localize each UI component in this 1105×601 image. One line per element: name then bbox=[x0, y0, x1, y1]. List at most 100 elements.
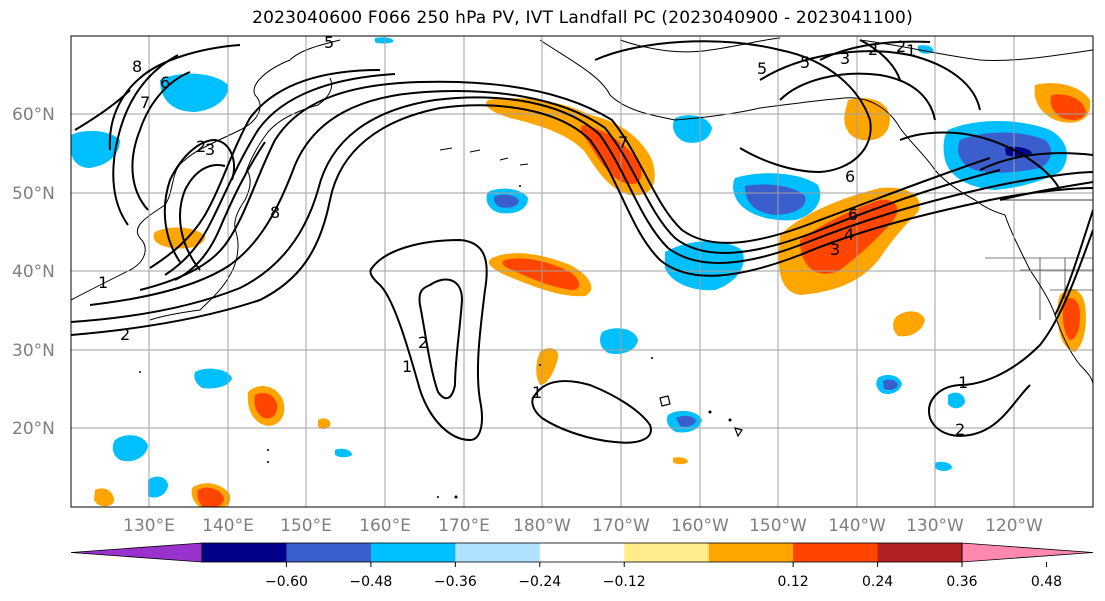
colorbar-segment bbox=[370, 543, 456, 562]
contour-label: 1 bbox=[532, 383, 542, 402]
colorbar-tick-label: 0.12 bbox=[778, 574, 809, 590]
map-frame bbox=[70, 35, 1094, 508]
contour-label: 3 bbox=[205, 140, 215, 159]
colorbar-segment bbox=[71, 543, 202, 562]
latitude-labels: 60°N 50°N 40°N 30°N 20°N bbox=[12, 105, 55, 439]
lon-label: 140°W bbox=[828, 516, 886, 536]
contour-label: 2 bbox=[896, 37, 906, 56]
colorbar-tick-label: −0.36 bbox=[434, 574, 477, 590]
longitude-labels: 130°E 140°E 150°E 160°E 170°E 180°W 170°… bbox=[123, 516, 1043, 536]
pv-contour-closed-midpacific-inner bbox=[418, 278, 464, 400]
contour-label: 1 bbox=[958, 373, 968, 392]
lon-label: 130°E bbox=[123, 516, 175, 536]
pv-contour-east-1 bbox=[928, 229, 1093, 437]
negative-anomaly-east-subtropic-core bbox=[883, 379, 898, 390]
negative-anomaly-alaska-panhandle-core bbox=[958, 132, 1052, 173]
lon-label: 150°W bbox=[749, 516, 807, 536]
contour-label: 1 bbox=[402, 357, 412, 376]
negative-anomaly-hawaii-core bbox=[676, 415, 696, 427]
contour-label: 1 bbox=[906, 41, 916, 60]
contour-label: 4 bbox=[844, 225, 854, 244]
positive-anomaly-bc bbox=[844, 98, 890, 141]
japan bbox=[149, 171, 251, 321]
colorbar-segment bbox=[624, 543, 710, 562]
pv-contours bbox=[71, 39, 1093, 444]
pv-contour-east-2 bbox=[1054, 209, 1093, 316]
lat-label: 50°N bbox=[12, 184, 55, 204]
contour-label: 2 bbox=[120, 325, 130, 344]
lon-label: 160°E bbox=[359, 516, 411, 536]
contour-label: 5 bbox=[324, 33, 334, 52]
positive-anomaly-small-4 bbox=[94, 488, 115, 507]
arctic-coast bbox=[619, 37, 1093, 62]
negative-anomaly-small-i bbox=[375, 37, 394, 44]
pv-contour-closed-midpacific bbox=[369, 238, 488, 442]
colorbar-segments bbox=[71, 543, 1093, 562]
contour-label: 8 bbox=[270, 203, 280, 222]
lat-label: 20°N bbox=[12, 419, 55, 439]
kamchatka bbox=[244, 77, 333, 176]
lon-label: 120°W bbox=[985, 516, 1043, 536]
contour-label: 5 bbox=[800, 53, 810, 72]
colorbar-segment bbox=[793, 543, 879, 562]
colorbar-segment bbox=[286, 543, 372, 562]
positive-anomaly-midpacific-core bbox=[502, 258, 580, 290]
colorbar-frame bbox=[201, 542, 963, 563]
contour-label: 5 bbox=[757, 59, 767, 78]
coastlines bbox=[71, 37, 1093, 386]
lon-label: 150°E bbox=[280, 516, 332, 536]
contour-label: 7 bbox=[618, 133, 628, 152]
negative-anomaly-small-f bbox=[335, 448, 352, 458]
contour-label: 6 bbox=[845, 167, 855, 186]
lon-label: 130°W bbox=[906, 516, 964, 536]
negative-anomaly-west-edge bbox=[71, 130, 120, 168]
islands bbox=[139, 185, 732, 499]
colorbar-tick-label: −0.24 bbox=[518, 574, 561, 590]
positive-anomaly-subtropic-2-core bbox=[197, 487, 224, 507]
contour-label: 1 bbox=[98, 273, 108, 292]
colorbar-segment bbox=[708, 543, 794, 562]
map-content: 8 7 6 5 2 1 3 2 1 2 1 2 1 8 5 3 2 7 6 5 … bbox=[71, 33, 1093, 507]
colorbar-ticks: −0.60 −0.48 −0.36 −0.24 −0.12 0.12 0.24 0.36 0.4… bbox=[265, 562, 1062, 590]
negative-anomaly-subtropic-d bbox=[148, 476, 168, 498]
lon-label: 170°W bbox=[592, 516, 650, 536]
positive-anomaly-small-3 bbox=[318, 418, 331, 429]
lat-label: 30°N bbox=[12, 341, 55, 361]
negative-anomaly-small-e bbox=[948, 392, 965, 409]
colorbar-tick-label: 0.24 bbox=[862, 574, 893, 590]
asia-coast bbox=[71, 39, 341, 301]
colorbar-tick-label: 0.36 bbox=[946, 574, 977, 590]
positive-anomaly-california-core bbox=[1062, 298, 1080, 340]
map-title: 2023040600 F066 250 hPa PV, IVT Landfall… bbox=[252, 8, 913, 28]
contour-label: 7 bbox=[140, 93, 150, 112]
lon-label: 160°W bbox=[671, 516, 729, 536]
positive-anomaly-subtropic-1-core bbox=[254, 392, 278, 419]
contour-labels: 8 7 6 5 2 1 3 2 1 2 1 2 1 8 5 3 2 7 6 5 … bbox=[98, 33, 968, 439]
negative-anomaly-gulf-core bbox=[745, 184, 806, 215]
lon-label: 140°E bbox=[202, 516, 254, 536]
negative-anomaly-small-g bbox=[935, 461, 952, 471]
negative-anomaly-subtropic-b bbox=[194, 368, 232, 389]
negative-anomaly-subtropic-a bbox=[600, 328, 638, 354]
contour-label: 2 bbox=[196, 137, 206, 156]
alaska bbox=[539, 39, 1006, 216]
contour-label: 2 bbox=[418, 333, 428, 352]
colorbar-segment bbox=[202, 543, 287, 562]
contour-label: 6 bbox=[848, 205, 858, 224]
colorbar-segment bbox=[962, 543, 1093, 562]
negative-anomaly-west-coast-bc bbox=[673, 115, 712, 143]
colorbar-tick-label: −0.12 bbox=[603, 574, 646, 590]
contour-label: 2 bbox=[955, 420, 965, 439]
colorbar-segment bbox=[877, 543, 963, 562]
contour-label: 3 bbox=[830, 240, 840, 259]
lon-label: 180°W bbox=[513, 516, 571, 536]
aleutian-islands bbox=[439, 147, 529, 166]
contour-label: 6 bbox=[160, 73, 170, 92]
negative-anomaly-kamchatka bbox=[160, 73, 229, 112]
colorbar-tick-label: −0.48 bbox=[349, 574, 392, 590]
lat-label: 60°N bbox=[12, 105, 55, 125]
colorbar-tick-label: −0.60 bbox=[265, 574, 308, 590]
colorbar-segment bbox=[455, 543, 541, 562]
contour-label: 8 bbox=[132, 57, 142, 76]
